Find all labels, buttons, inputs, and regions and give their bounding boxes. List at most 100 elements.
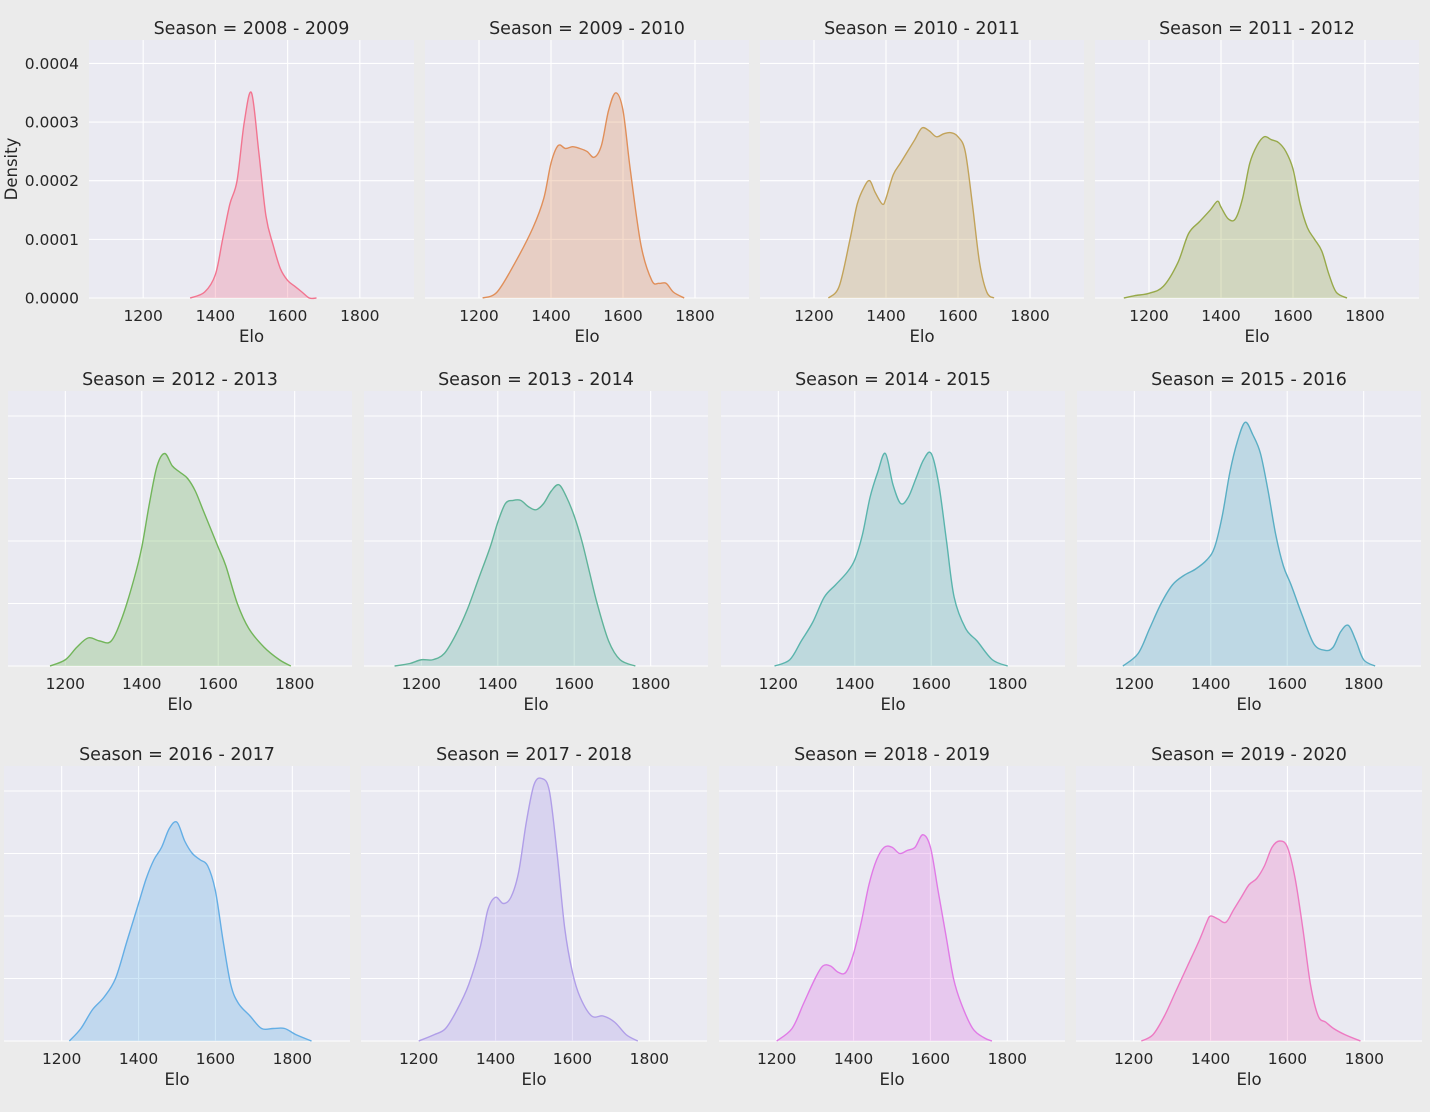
x-tick-label: 1400 bbox=[476, 1050, 515, 1068]
x-tick-label: 1400 bbox=[531, 307, 570, 325]
panel-title: Season = 2012 - 2013 bbox=[82, 370, 278, 390]
panel-title: Season = 2011 - 2012 bbox=[1159, 19, 1355, 39]
facet-panel: 1200 1400 1600 1800 Season = 2013 - 2014 Elo bbox=[364, 370, 708, 714]
x-tick-label: 1600 bbox=[911, 675, 950, 693]
x-axis-label: Elo bbox=[1244, 327, 1269, 346]
x-tick-label: 1600 bbox=[1267, 675, 1306, 693]
x-axis-label: Elo bbox=[909, 327, 934, 346]
density-line bbox=[68, 821, 312, 1042]
x-tick-label: 1200 bbox=[399, 1050, 438, 1068]
x-tick-label: 1800 bbox=[1345, 307, 1384, 325]
y-tick-label: 0.0003 bbox=[25, 114, 79, 132]
density-line bbox=[827, 126, 995, 299]
density-line bbox=[394, 483, 636, 667]
facet-panel: 1200 1400 1600 1800 Season = 2010 - 2011 Elo bbox=[760, 19, 1084, 346]
x-tick-label: 1400 bbox=[1201, 307, 1240, 325]
x-tick-label: 1200 bbox=[759, 675, 798, 693]
x-tick-label: 1200 bbox=[459, 307, 498, 325]
x-tick-label: 1800 bbox=[1345, 1050, 1384, 1068]
x-tick-label: 1800 bbox=[630, 1050, 669, 1068]
x-axis-label: Elo bbox=[879, 1070, 904, 1089]
density-area bbox=[50, 453, 291, 666]
density-line bbox=[774, 451, 1008, 667]
x-tick-label: 1200 bbox=[1115, 675, 1154, 693]
x-tick-label: 1600 bbox=[198, 675, 237, 693]
density-area bbox=[776, 834, 992, 1041]
facet-panel: 1200 1400 1600 1800 Season = 2014 - 2015 Elo bbox=[721, 370, 1065, 714]
panel-title: Season = 2018 - 2019 bbox=[794, 745, 990, 765]
x-tick-label: 1600 bbox=[1268, 1050, 1307, 1068]
density-area bbox=[482, 92, 685, 299]
x-tick-label: 1400 bbox=[1191, 675, 1230, 693]
density-line bbox=[482, 92, 685, 299]
x-tick-label: 1800 bbox=[675, 307, 714, 325]
x-tick-label: 1400 bbox=[196, 307, 235, 325]
x-axis-label: Elo bbox=[880, 695, 905, 714]
y-tick-label: 0.0002 bbox=[25, 172, 79, 190]
x-tick-label: 1800 bbox=[1344, 675, 1383, 693]
facet-panel: 1200 1400 1600 1800 0.0000 0.0001 0.0002 0.0003… bbox=[2, 19, 414, 346]
y-tick-label: 0.0004 bbox=[25, 55, 79, 73]
x-axis-label: Elo bbox=[521, 1070, 546, 1089]
x-tick-label: 1600 bbox=[911, 1050, 950, 1068]
panel-title: Season = 2019 - 2020 bbox=[1151, 745, 1347, 765]
x-axis-label: Elo bbox=[523, 695, 548, 714]
y-tick-label: 0.0001 bbox=[25, 231, 79, 249]
facet-panel: 1200 1400 1600 1800 Season = 2011 - 2012 Elo bbox=[1095, 19, 1419, 346]
facet-panel: 1200 1400 1600 1800 Season = 2015 - 2016 Elo bbox=[1077, 370, 1421, 714]
panel-title: Season = 2010 - 2011 bbox=[824, 19, 1020, 39]
facet-panel: 1200 1400 1600 1800 Season = 2019 - 2020 Elo bbox=[1076, 745, 1422, 1089]
y-axis-label: Density bbox=[2, 137, 21, 200]
x-tick-label: 1600 bbox=[938, 307, 977, 325]
density-area bbox=[1123, 136, 1347, 298]
density-area bbox=[394, 484, 636, 666]
density-area bbox=[1122, 422, 1376, 666]
density-area bbox=[1141, 841, 1361, 1041]
x-tick-label: 1600 bbox=[603, 307, 642, 325]
facet-panel: 1200 1400 1600 1800 Season = 2016 - 2017 Elo bbox=[4, 745, 350, 1089]
x-tick-label: 1400 bbox=[119, 1050, 158, 1068]
x-axis-label: Elo bbox=[574, 327, 599, 346]
x-tick-label: 1600 bbox=[196, 1050, 235, 1068]
x-tick-label: 1200 bbox=[1114, 1050, 1153, 1068]
y-tick-label: 0.0000 bbox=[25, 290, 79, 308]
density-area bbox=[418, 778, 638, 1041]
x-tick-label: 1600 bbox=[554, 675, 593, 693]
density-line bbox=[1123, 135, 1348, 299]
x-axis-label: Elo bbox=[167, 695, 192, 714]
density-line bbox=[49, 452, 292, 667]
x-tick-label: 1600 bbox=[1273, 307, 1312, 325]
x-tick-label: 1200 bbox=[794, 307, 833, 325]
panel-title: Season = 2009 - 2010 bbox=[489, 19, 685, 39]
density-area bbox=[69, 821, 312, 1041]
x-tick-label: 1800 bbox=[631, 675, 670, 693]
panel-title: Season = 2017 - 2018 bbox=[436, 745, 632, 765]
facet-panel: 1200 1400 1600 1800 Season = 2017 - 2018 Elo bbox=[361, 745, 707, 1089]
x-tick-label: 1800 bbox=[1010, 307, 1049, 325]
facet-panel: 1200 1400 1600 1800 Season = 2012 - 2013 Elo bbox=[8, 370, 352, 714]
x-tick-label: 1600 bbox=[268, 307, 307, 325]
panel-title: Season = 2014 - 2015 bbox=[795, 370, 991, 390]
x-tick-label: 1400 bbox=[122, 675, 161, 693]
x-tick-label: 1200 bbox=[402, 675, 441, 693]
x-tick-label: 1800 bbox=[273, 1050, 312, 1068]
x-tick-label: 1200 bbox=[123, 307, 162, 325]
panel-title: Season = 2008 - 2009 bbox=[154, 19, 350, 39]
density-line bbox=[1141, 840, 1361, 1042]
x-tick-label: 1200 bbox=[42, 1050, 81, 1068]
panel-title: Season = 2015 - 2016 bbox=[1151, 370, 1347, 390]
x-tick-label: 1800 bbox=[275, 675, 314, 693]
panel-title: Season = 2016 - 2017 bbox=[79, 745, 275, 765]
x-tick-label: 1600 bbox=[553, 1050, 592, 1068]
x-tick-label: 1200 bbox=[1129, 307, 1168, 325]
density-area bbox=[774, 452, 1008, 666]
density-line bbox=[1122, 421, 1376, 667]
x-axis-label: Elo bbox=[239, 327, 264, 346]
x-tick-label: 1400 bbox=[866, 307, 905, 325]
x-tick-label: 1400 bbox=[835, 675, 874, 693]
x-tick-label: 1800 bbox=[340, 307, 379, 325]
density-line bbox=[418, 777, 639, 1042]
x-tick-label: 1800 bbox=[988, 1050, 1027, 1068]
x-axis-label: Elo bbox=[164, 1070, 189, 1089]
